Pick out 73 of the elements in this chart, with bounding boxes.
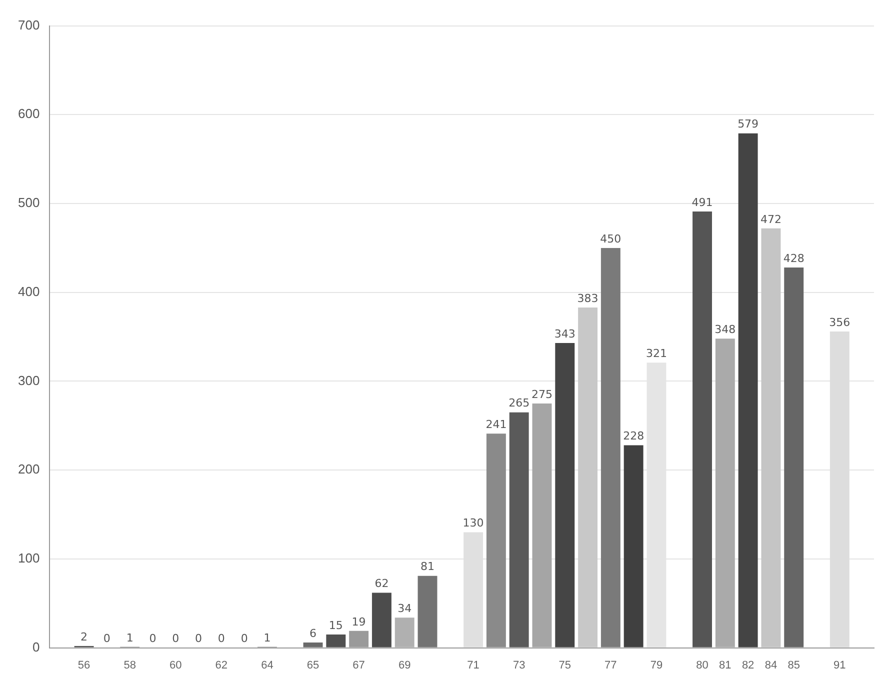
- bar: [326, 634, 346, 648]
- data-label: 130: [462, 516, 484, 530]
- bar: [600, 248, 620, 648]
- data-label: 241: [486, 418, 507, 432]
- x-tick-label: 69: [398, 659, 411, 672]
- data-label: 579: [738, 118, 759, 131]
- x-tick-label: 79: [650, 659, 663, 672]
- bar: [372, 592, 392, 648]
- data-label: 321: [646, 346, 667, 360]
- bar: [394, 618, 414, 648]
- x-tick-label: 77: [604, 659, 617, 672]
- data-label: 491: [692, 196, 713, 209]
- x-tick-label: 62: [215, 659, 228, 672]
- x-tick-label: 75: [558, 659, 572, 672]
- x-tick-label: 73: [512, 659, 526, 672]
- data-label: 15: [328, 618, 343, 632]
- data-label: 228: [623, 430, 644, 443]
- data-label: 1: [264, 631, 271, 644]
- x-tick-label: 80: [696, 659, 708, 672]
- y-tick-label: 500: [18, 195, 40, 210]
- x-tick-label: 65: [306, 659, 320, 672]
- data-label: 0: [195, 632, 202, 646]
- x-tick-label: 81: [719, 659, 732, 672]
- data-label: 428: [783, 252, 804, 265]
- x-tick-label: 71: [467, 659, 480, 672]
- data-label: 0: [149, 632, 156, 646]
- bar: [303, 642, 323, 648]
- data-label: 348: [714, 322, 736, 336]
- x-tick-label: 67: [352, 659, 365, 672]
- bar: [784, 267, 804, 648]
- y-tick-label: 200: [18, 462, 40, 477]
- bar: [715, 338, 735, 648]
- bar: [509, 412, 529, 648]
- bar: [418, 576, 438, 648]
- data-label: 472: [760, 212, 782, 226]
- data-label: 0: [240, 632, 248, 646]
- data-label: 0: [103, 632, 110, 646]
- data-label: 275: [531, 388, 552, 401]
- data-label: 62: [374, 577, 389, 590]
- x-tick-label: 85: [788, 659, 800, 672]
- bar: [761, 228, 781, 648]
- y-tick-label: 600: [18, 106, 40, 122]
- data-label: 343: [554, 327, 576, 340]
- bar: [578, 307, 598, 648]
- data-label: 0: [218, 632, 225, 646]
- data-label: 265: [508, 396, 530, 410]
- data-label: 2: [80, 630, 88, 644]
- data-label: 0: [172, 632, 180, 646]
- bar: [624, 445, 644, 648]
- data-label: 450: [600, 232, 622, 246]
- x-tick-label: 60: [170, 659, 182, 672]
- y-tick-label: 700: [18, 17, 40, 32]
- bar: [692, 212, 712, 648]
- x-tick-label: 58: [124, 659, 136, 672]
- bar: [486, 434, 506, 648]
- y-tick-label: 0: [32, 639, 40, 654]
- bar: [555, 343, 575, 648]
- y-tick-label: 100: [18, 550, 40, 566]
- data-label: 19: [352, 615, 366, 628]
- y-tick-label: 300: [18, 372, 40, 388]
- data-label: 356: [829, 316, 850, 329]
- data-label: 383: [577, 292, 598, 305]
- y-tick-label: 400: [18, 284, 40, 299]
- data-label: 81: [420, 560, 434, 574]
- x-tick-label: 91: [834, 659, 846, 672]
- x-tick-label: 56: [78, 659, 90, 672]
- data-label: 6: [310, 626, 317, 640]
- x-tick-label: 82: [742, 659, 754, 672]
- bar: [738, 133, 758, 648]
- x-tick-label: 84: [764, 659, 778, 672]
- data-label: 1: [126, 631, 134, 644]
- data-label: 34: [398, 602, 412, 615]
- x-tick-label: 64: [261, 659, 274, 672]
